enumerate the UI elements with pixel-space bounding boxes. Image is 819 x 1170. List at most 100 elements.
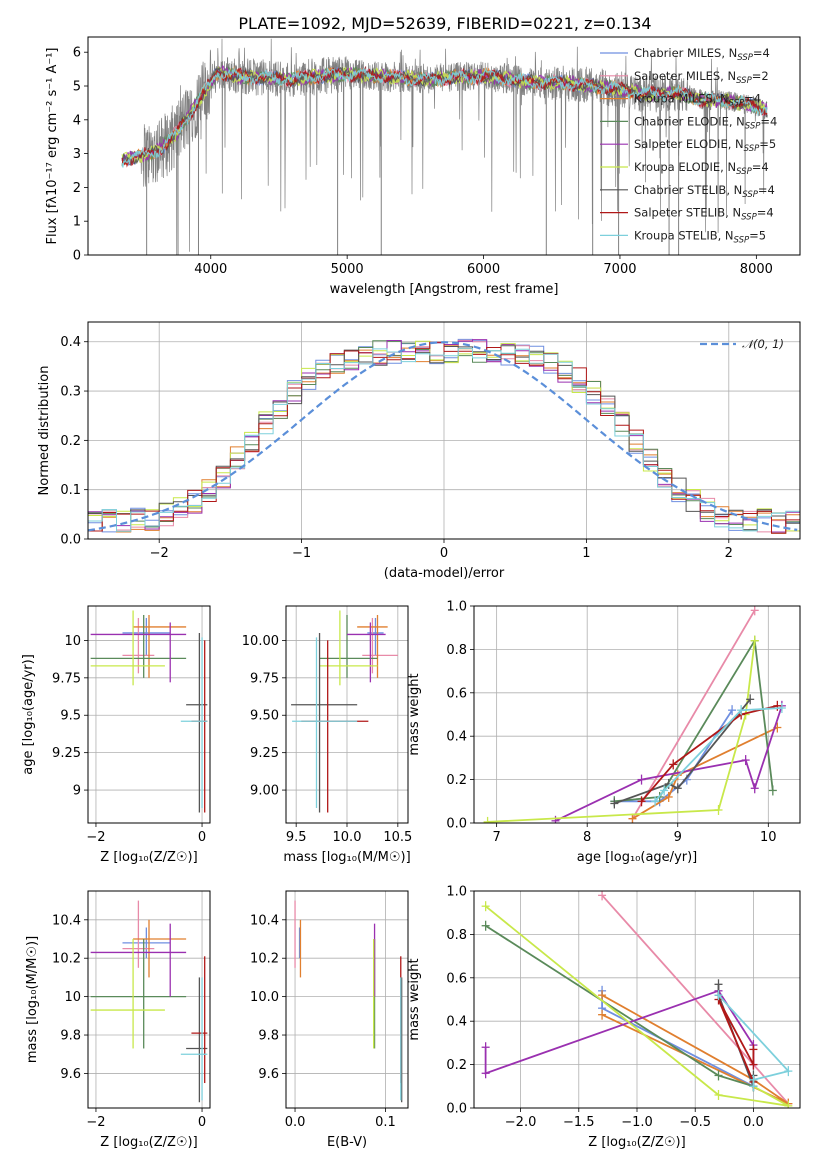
- axes-spectrum: 4000 5000 6000 7000 8000 0 1 2 3 4 5 6 wavelength [A…: [45, 36, 801, 297]
- ssp-line-kroupa_elodie: [485, 905, 789, 1107]
- legend-text-part: Chabrier STELIB, N: [634, 183, 742, 197]
- y-tick-label: 10.00: [242, 634, 279, 649]
- ssp-line-chabrier_stelib: [614, 698, 751, 805]
- legend-text-part: SSP: [734, 235, 750, 245]
- axes-frame: [473, 605, 801, 824]
- y-tick-label: 0.6: [446, 971, 467, 986]
- legend-entry-chabrier_stelib: Chabrier STELIB, NSSP=4: [634, 183, 775, 200]
- panel-mass_age: 9.5 10.0 10.5 9.00 9.25 9.50 9.75 10.00 mass [lo…: [242, 605, 412, 865]
- axes-frame: [87, 605, 211, 824]
- y-axis-label: Flux [fλ10⁻¹⁷ erg cm⁻² s⁻¹ A⁻¹]: [45, 48, 60, 245]
- axes-frame: [87, 890, 211, 1109]
- gaussian-curve: [88, 341, 798, 532]
- y-tick-label: 0.2: [446, 773, 467, 788]
- x-tick-label: −1: [292, 546, 311, 561]
- axes-frame: [87, 36, 801, 256]
- x-tick-label: −1.0: [621, 1115, 653, 1130]
- x-tick-label: 10.5: [383, 830, 412, 845]
- y-tick-label: 9: [73, 784, 81, 799]
- axes-ebv_mass: 0.0 0.1 9.6 9.8 10.0 10.2 10.4 E(B-V): [250, 890, 409, 1150]
- x-tick-label: −1.5: [563, 1115, 595, 1130]
- plot-area-z_mass: [90, 900, 208, 1103]
- x-tick-label: 9.5: [286, 830, 307, 845]
- y-tick-label: 9.75: [52, 671, 81, 686]
- y-axis-label: mass [log₁₀(M/M☉)]: [25, 936, 40, 1063]
- y-tick-label: 0.2: [60, 434, 81, 449]
- y-tick-label: 0.2: [446, 1058, 467, 1073]
- ssp-line-salpeter_elodie: [484, 989, 755, 1075]
- panel-residuals: −2 −1 0 1 2 0.0 0.1 0.2 0.3 0.4 (data-model)/error…: [37, 321, 801, 581]
- y-tick-label: 2: [73, 181, 81, 196]
- x-axis-label: mass [log₁₀(M/M☉)]: [283, 850, 410, 865]
- legend-entry-kroupa_miles: Kroupa MILES, NSSP=4: [634, 92, 761, 109]
- x-tick-label: 8000: [740, 262, 773, 277]
- plot-area-z_weight: [481, 891, 793, 1108]
- y-tick-label: 10.2: [250, 952, 279, 967]
- y-tick-label: 10.0: [250, 990, 279, 1005]
- axes-z_mass: −2 0 9.6 9.8 10 10.2 10.4 Z [log₁₀(Z/Z☉)] mass […: [25, 890, 211, 1150]
- y-tick-label: 9.6: [258, 1067, 279, 1082]
- plot-area-mass_age: [291, 610, 398, 813]
- x-tick-label: 10: [760, 830, 777, 845]
- x-tick-label: 8: [583, 830, 591, 845]
- y-tick-label: 0.4: [446, 1015, 467, 1030]
- x-axis-label: wavelength [Angstrom, rest frame]: [330, 282, 559, 297]
- legend-text-part: SSP: [737, 53, 753, 63]
- ssp-line-kroupa_stelib: [654, 707, 782, 802]
- plot-area-z_age: [90, 610, 208, 813]
- legend-text-part: SSP: [745, 121, 761, 131]
- x-axis-label: Z [log₁₀(Z/Z☉)]: [588, 1135, 685, 1150]
- y-tick-label: 9.25: [52, 746, 81, 761]
- y-tick-label: 3: [73, 147, 81, 162]
- gauss-legend-label: 𝒩(0, 1): [742, 337, 784, 351]
- y-tick-label: 1: [73, 215, 81, 230]
- axes-age_weight: 7 8 9 10 0.0 0.2 0.4 0.6 0.8 1.0 age [log₁₀(age/yr…: [407, 600, 801, 865]
- panel-z_mass: −2 0 9.6 9.8 10 10.2 10.4 Z [log₁₀(Z/Z☉)] mass […: [25, 890, 211, 1150]
- x-axis-label: Z [log₁₀(Z/Z☉)]: [100, 1135, 197, 1150]
- legend-entry-salpeter_stelib: Salpeter STELIB, NSSP=4: [634, 206, 774, 223]
- plot-area-residuals: [88, 338, 800, 534]
- legend-text-part: =4: [760, 114, 777, 128]
- y-tick-label: 0: [73, 249, 81, 264]
- legend-text-part: Chabrier MILES, N: [634, 46, 737, 60]
- x-tick-label: 0.0: [285, 1115, 306, 1130]
- legend-text-part: Kroupa MILES, N: [634, 92, 729, 106]
- y-axis-label: Normed distribution: [37, 366, 52, 496]
- y-tick-label: 0.0: [446, 817, 467, 832]
- x-tick-label: 0: [198, 1115, 206, 1130]
- legend-text-part: =2: [752, 69, 769, 83]
- axes-residuals: −2 −1 0 1 2 0.0 0.1 0.2 0.3 0.4 (data-model)/error…: [37, 321, 801, 581]
- y-tick-label: 0.0: [446, 1102, 467, 1117]
- plot-area-spectrum: [121, 38, 768, 255]
- plot-area-age_weight: [483, 606, 786, 823]
- legend-text-part: =4: [753, 46, 770, 60]
- panel-z_weight: −2.0 −1.5 −1.0 −0.5 0.0 0.0 0.2 0.4 0.6 0.8 1.0 Z […: [407, 885, 801, 1150]
- legend-text-part: =5: [759, 137, 776, 151]
- legend-text-part: Kroupa ELODIE, N: [634, 160, 736, 174]
- y-tick-label: 9.8: [258, 1029, 279, 1044]
- y-tick-label: 9.25: [250, 746, 279, 761]
- y-tick-label: 9.50: [250, 709, 279, 724]
- ssp-line-salpeter_stelib: [717, 999, 755, 1083]
- y-tick-label: 1.0: [446, 600, 467, 615]
- x-tick-label: −2: [86, 830, 105, 845]
- y-tick-label: 9.00: [250, 784, 279, 799]
- y-tick-label: 10.2: [52, 952, 81, 967]
- legend-text-part: =5: [749, 228, 766, 242]
- axes-z_weight: −2.0 −1.5 −1.0 −0.5 0.0 0.0 0.2 0.4 0.6 0.8 1.0 Z […: [407, 885, 801, 1150]
- x-tick-label: 2: [725, 546, 733, 561]
- legend-text-part: =4: [757, 206, 774, 220]
- legend-entry-salpeter_elodie: Salpeter ELODIE, NSSP=5: [634, 137, 776, 154]
- axes-mass_age: 9.5 10.0 10.5 9.00 9.25 9.50 9.75 10.00 mass [lo…: [242, 605, 412, 865]
- y-tick-label: 9.6: [60, 1067, 81, 1082]
- model-spectrum-salpeter_stelib: [121, 65, 768, 168]
- x-tick-label: −2.0: [505, 1115, 537, 1130]
- x-tick-label: −2: [150, 546, 169, 561]
- ssp-line-salpeter_miles: [631, 609, 756, 820]
- y-tick-label: 0.8: [446, 928, 467, 943]
- y-tick-label: 0.4: [60, 335, 81, 350]
- x-tick-label: −2: [86, 1115, 105, 1130]
- legend-text-part: Salpeter MILES, N: [634, 69, 736, 83]
- legend-text-part: SSP: [736, 167, 752, 177]
